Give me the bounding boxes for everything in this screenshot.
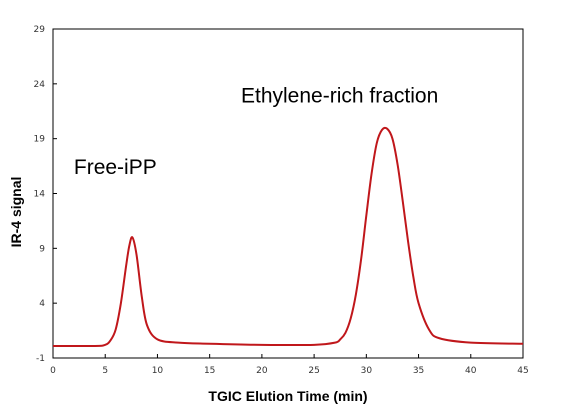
y-tick-label: -1: [36, 354, 45, 364]
y-axis-title: IR-4 signal: [8, 177, 24, 248]
y-tick-label: 4: [39, 299, 45, 309]
y-tick-label: 19: [34, 135, 46, 145]
x-axis: 0 5 10 15 20 25 30 35 40 45: [50, 354, 529, 376]
y-axis: -1 4 9 14 19 24 29: [34, 25, 57, 364]
x-tick-label: 35: [413, 366, 424, 376]
x-tick-label: 15: [204, 366, 215, 376]
plot-area: [52, 28, 524, 359]
y-tick-label: 14: [34, 190, 46, 200]
x-axis-title: TGIC Elution Time (min): [208, 388, 367, 404]
annotation-label: Free-iPP: [74, 156, 157, 179]
x-tick-label: 10: [152, 366, 164, 376]
x-tick-label: 25: [308, 366, 319, 376]
x-tick-label: 30: [361, 366, 373, 376]
x-tick-label: 45: [517, 366, 528, 376]
annotations: Free-iPP Ethylene-rich fraction: [74, 84, 438, 178]
y-tick-label: 9: [39, 244, 45, 254]
ir4-signal-line: [52, 126, 524, 348]
y-tick-label: 24: [34, 80, 46, 90]
y-tick-label: 29: [34, 25, 46, 35]
annotation-label: Ethylene-rich fraction: [241, 84, 438, 107]
x-tick-label: 5: [102, 366, 108, 376]
x-tick-label: 40: [465, 366, 477, 376]
x-tick-label: 0: [50, 366, 56, 376]
x-tick-label: 20: [256, 366, 268, 376]
